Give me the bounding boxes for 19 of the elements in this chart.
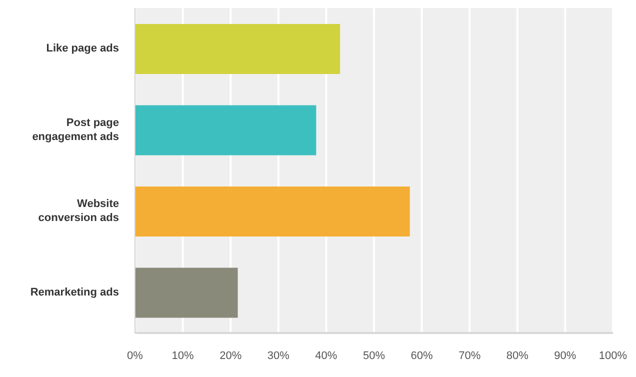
y-tick-label: Website conversion ads: [38, 198, 119, 224]
y-tick-label: Like page ads: [46, 42, 119, 55]
bar: [135, 186, 410, 236]
bar: [135, 24, 340, 74]
x-tick-label: 10%: [172, 350, 194, 362]
y-tick-label: Post page engagement ads: [32, 116, 119, 143]
x-tick-label: 90%: [554, 350, 576, 362]
x-tick-label: 0%: [127, 350, 144, 362]
x-tick-label: 70%: [458, 350, 481, 362]
x-tick-label: 20%: [220, 350, 242, 362]
x-tick-label: 40%: [315, 350, 338, 362]
x-tick-label: 80%: [506, 350, 529, 362]
x-tick-label: 100%: [598, 350, 628, 362]
x-tick-label: 60%: [410, 350, 434, 362]
y-tick-label: Remarketing ads: [30, 286, 119, 298]
x-tick-label: 30%: [267, 350, 290, 362]
x-tick-label: 50%: [362, 350, 386, 362]
bar: [135, 105, 316, 156]
bar: [135, 268, 238, 318]
